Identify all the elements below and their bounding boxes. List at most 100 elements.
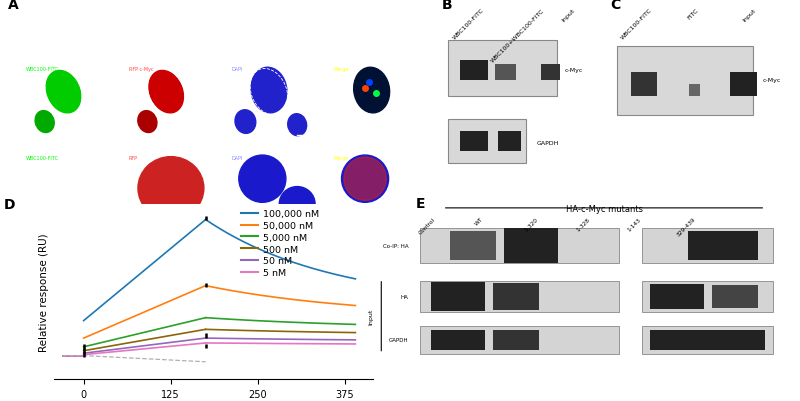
Text: WBC100-FITC: WBC100-FITC: [620, 8, 653, 41]
50 nM: [287, 337, 297, 342]
50,000 nM: [201, 284, 210, 288]
5 nM: [201, 341, 210, 346]
100,000 nM: [350, 277, 360, 282]
500 nM: [350, 330, 360, 335]
100,000 nM: [262, 251, 272, 255]
Bar: [494, 65, 517, 81]
100,000 nM: [287, 260, 297, 265]
50 nM: [261, 337, 270, 342]
Bar: [450, 231, 497, 260]
100,000 nM: [261, 250, 270, 255]
500 nM: [261, 329, 270, 334]
50,000 nM: [261, 294, 270, 299]
Line: 5,000 nM: 5,000 nM: [206, 318, 355, 324]
Text: c-Myc: c-Myc: [762, 78, 781, 83]
Text: 329-439: 329-439: [676, 216, 697, 237]
Text: E: E: [416, 196, 426, 211]
100,000 nM: [304, 265, 314, 270]
Bar: [420, 281, 619, 312]
Bar: [711, 285, 758, 309]
Bar: [420, 228, 619, 263]
Bar: [542, 65, 560, 81]
Text: Input: Input: [742, 8, 757, 23]
50,000 nM: [287, 297, 297, 302]
500 nM: [226, 328, 235, 333]
500 nM: [304, 330, 314, 334]
5 nM: [261, 341, 270, 346]
Line: 50 nM: 50 nM: [206, 338, 355, 340]
Text: HA: HA: [400, 294, 408, 299]
50 nM: [262, 337, 272, 342]
Bar: [504, 228, 558, 263]
Bar: [689, 85, 700, 96]
50,000 nM: [345, 303, 354, 308]
Bar: [431, 282, 485, 312]
5 nM: [262, 341, 272, 346]
Bar: [448, 41, 557, 96]
Legend: 100,000 nM, 50,000 nM, 5,000 nM, 500 nM, 50 nM, 5 nM: 100,000 nM, 50,000 nM, 5,000 nM, 500 nM,…: [238, 206, 323, 281]
Text: 1-320: 1-320: [523, 216, 539, 232]
Text: GAPDH: GAPDH: [389, 338, 408, 342]
Bar: [630, 73, 657, 96]
5,000 nM: [350, 322, 360, 327]
5,000 nM: [226, 317, 235, 322]
Text: D: D: [3, 198, 15, 211]
5,000 nM: [261, 319, 270, 324]
Text: Input: Input: [560, 8, 575, 23]
50,000 nM: [262, 294, 272, 299]
50 nM: [201, 336, 210, 340]
Bar: [498, 132, 521, 151]
100,000 nM: [345, 275, 354, 280]
Bar: [650, 330, 766, 350]
50,000 nM: [304, 299, 314, 304]
Bar: [650, 284, 704, 310]
500 nM: [345, 330, 354, 335]
Text: FITC: FITC: [686, 8, 699, 21]
Bar: [642, 326, 773, 354]
50 nM: [226, 336, 235, 341]
Text: 1-143: 1-143: [627, 216, 642, 232]
Bar: [689, 231, 758, 260]
Line: 5 nM: 5 nM: [206, 343, 355, 344]
500 nM: [262, 329, 272, 334]
Text: Co-IP: HA: Co-IP: HA: [382, 243, 408, 248]
Y-axis label: Relative response (RU): Relative response (RU): [39, 233, 49, 351]
50 nM: [304, 337, 314, 342]
50 nM: [345, 338, 354, 342]
Bar: [618, 47, 753, 116]
5,000 nM: [345, 322, 354, 327]
Text: WBC100+WBC100-FITC: WBC100+WBC100-FITC: [490, 8, 546, 63]
Bar: [448, 120, 526, 163]
Bar: [460, 132, 488, 151]
50 nM: [350, 338, 360, 342]
Text: WBC100-FITC: WBC100-FITC: [451, 8, 485, 41]
Text: A: A: [8, 0, 19, 12]
5,000 nM: [262, 319, 272, 324]
Bar: [460, 61, 488, 81]
5 nM: [287, 341, 297, 346]
Line: 50,000 nM: 50,000 nM: [206, 286, 355, 306]
Text: c-Myc: c-Myc: [565, 68, 583, 73]
Bar: [642, 228, 773, 263]
50,000 nM: [226, 288, 235, 293]
Bar: [642, 281, 773, 312]
100,000 nM: [226, 233, 235, 237]
5,000 nM: [304, 321, 314, 326]
5,000 nM: [287, 320, 297, 325]
Line: 100,000 nM: 100,000 nM: [206, 220, 355, 279]
Text: 1-328: 1-328: [575, 216, 590, 232]
50,000 nM: [350, 303, 360, 308]
5 nM: [350, 342, 360, 346]
Text: C: C: [610, 0, 620, 12]
5 nM: [304, 341, 314, 346]
Text: B: B: [442, 0, 452, 12]
Bar: [420, 326, 619, 354]
100,000 nM: [201, 218, 210, 223]
Bar: [730, 73, 757, 96]
5,000 nM: [201, 316, 210, 320]
Text: Control: Control: [418, 216, 437, 235]
Bar: [431, 330, 485, 350]
Text: WT: WT: [474, 216, 484, 226]
5 nM: [226, 341, 235, 346]
Text: HA-c-Myc mutants: HA-c-Myc mutants: [566, 205, 642, 213]
